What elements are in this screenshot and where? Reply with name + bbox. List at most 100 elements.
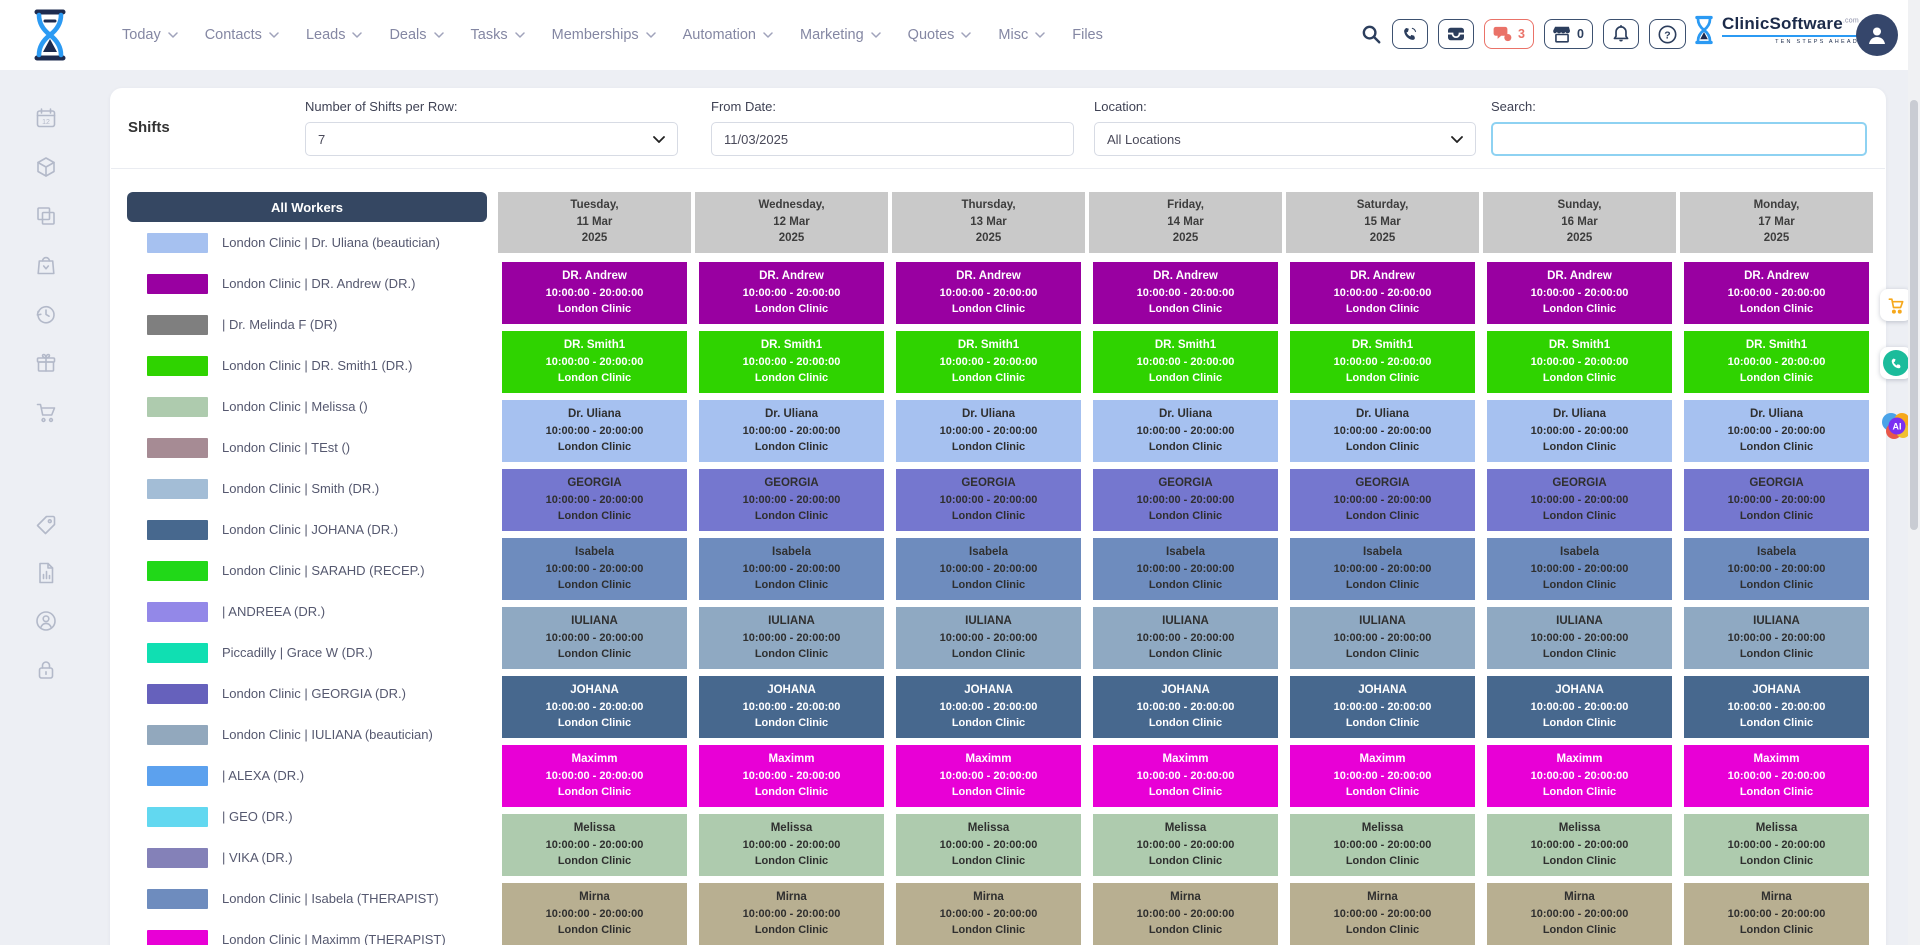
shifts-per-row-select[interactable]: 7 <box>305 122 678 156</box>
shift-cell[interactable]: DR. Smith1 10:00:00 - 20:00:00 London Clin… <box>502 331 687 393</box>
copy-icon[interactable] <box>34 204 58 228</box>
worker-list-item[interactable]: | VIKA (DR.) <box>127 837 507 878</box>
floating-cart-button[interactable] <box>1880 289 1912 321</box>
shift-cell[interactable]: GEORGIA 10:00:00 - 20:00:00 London Clinic <box>1487 469 1672 531</box>
shift-cell[interactable]: Dr. Uliana 10:00:00 - 20:00:00 London Clin… <box>896 400 1081 462</box>
shift-cell[interactable]: DR. Andrew 10:00:00 - 20:00:00 London Clin… <box>1684 262 1869 324</box>
shift-cell[interactable]: GEORGIA 10:00:00 - 20:00:00 London Clinic <box>1684 469 1869 531</box>
bell-button[interactable] <box>1602 19 1639 49</box>
worker-list-item[interactable]: | Dr. Melinda F (DR) <box>127 304 507 345</box>
shift-cell[interactable]: DR. Andrew 10:00:00 - 20:00:00 London Clin… <box>699 262 884 324</box>
shift-cell[interactable]: IULIANA 10:00:00 - 20:00:00 London Clinic <box>1290 607 1475 669</box>
shift-cell[interactable]: Maximm 10:00:00 - 20:00:00 London Clinic <box>1290 745 1475 807</box>
report-icon[interactable] <box>34 561 58 585</box>
worker-list-item[interactable]: | GEO (DR.) <box>127 796 507 837</box>
shift-cell[interactable]: Mirna 10:00:00 - 20:00:00 London Clinic <box>1093 883 1278 945</box>
shift-cell[interactable]: DR. Smith1 10:00:00 - 20:00:00 London Clin… <box>1093 331 1278 393</box>
shift-cell[interactable]: Melissa 10:00:00 - 20:00:00 London Clinic <box>1290 814 1475 876</box>
shift-cell[interactable]: DR. Andrew 10:00:00 - 20:00:00 London Clin… <box>1487 262 1672 324</box>
shift-cell[interactable]: Maximm 10:00:00 - 20:00:00 London Clinic <box>1093 745 1278 807</box>
shift-cell[interactable]: GEORGIA 10:00:00 - 20:00:00 London Clinic <box>699 469 884 531</box>
price-tag-icon[interactable] <box>34 513 58 537</box>
store-button[interactable]: 0 <box>1543 19 1593 49</box>
nav-item-contacts[interactable]: Contacts <box>205 27 279 43</box>
shift-cell[interactable]: Maximm 10:00:00 - 20:00:00 London Clinic <box>1684 745 1869 807</box>
shopping-bag-icon[interactable] <box>34 253 58 277</box>
package-icon[interactable] <box>34 155 58 179</box>
app-hourglass-logo-icon[interactable] <box>28 8 72 62</box>
shift-cell[interactable]: Isabela 10:00:00 - 20:00:00 London Clinic <box>1290 538 1475 600</box>
user-circle-icon[interactable] <box>34 609 58 633</box>
worker-list-item[interactable]: London Clinic | DR. Smith1 (DR.) <box>127 345 507 386</box>
shift-cell[interactable]: JOHANA 10:00:00 - 20:00:00 London Clinic <box>1487 676 1672 738</box>
shift-cell[interactable]: DR. Smith1 10:00:00 - 20:00:00 London Clin… <box>1290 331 1475 393</box>
shift-cell[interactable]: Dr. Uliana 10:00:00 - 20:00:00 London Clin… <box>1093 400 1278 462</box>
floating-phone-button[interactable] <box>1880 347 1912 379</box>
worker-list-item[interactable]: | ALEXA (DR.) <box>127 755 507 796</box>
worker-list-item[interactable]: London Clinic | Smith (DR.) <box>127 468 507 509</box>
worker-list-item[interactable]: | ANDREEA (DR.) <box>127 591 507 632</box>
shift-cell[interactable]: DR. Smith1 10:00:00 - 20:00:00 London Clin… <box>699 331 884 393</box>
shift-cell[interactable]: JOHANA 10:00:00 - 20:00:00 London Clinic <box>896 676 1081 738</box>
search-icon[interactable] <box>1360 23 1382 50</box>
nav-item-quotes[interactable]: Quotes <box>908 27 972 43</box>
shift-cell[interactable]: JOHANA 10:00:00 - 20:00:00 London Clinic <box>699 676 884 738</box>
calendar-date-icon[interactable]: 12 <box>34 106 58 130</box>
shift-cell[interactable]: Maximm 10:00:00 - 20:00:00 London Clinic <box>699 745 884 807</box>
phone-button[interactable] <box>1392 19 1428 49</box>
search-input[interactable] <box>1491 122 1867 156</box>
shift-cell[interactable]: JOHANA 10:00:00 - 20:00:00 London Clinic <box>1684 676 1869 738</box>
location-select[interactable]: All Locations <box>1094 122 1476 156</box>
worker-list-item[interactable]: London Clinic | DR. Andrew (DR.) <box>127 263 507 304</box>
from-date-input[interactable] <box>711 122 1074 156</box>
nav-item-automation[interactable]: Automation <box>683 27 773 43</box>
shift-cell[interactable]: IULIANA 10:00:00 - 20:00:00 London Clinic <box>502 607 687 669</box>
shift-cell[interactable]: Mirna 10:00:00 - 20:00:00 London Clinic <box>502 883 687 945</box>
nav-item-memberships[interactable]: Memberships <box>552 27 656 43</box>
shift-cell[interactable]: Maximm 10:00:00 - 20:00:00 London Clinic <box>896 745 1081 807</box>
shift-cell[interactable]: DR. Smith1 10:00:00 - 20:00:00 London Clin… <box>1684 331 1869 393</box>
shift-cell[interactable]: DR. Andrew 10:00:00 - 20:00:00 London Clin… <box>1290 262 1475 324</box>
shift-cell[interactable]: DR. Andrew 10:00:00 - 20:00:00 London Clin… <box>502 262 687 324</box>
worker-list-item[interactable]: London Clinic | Maximm (THERAPIST) <box>127 919 507 945</box>
worker-list-item[interactable]: London Clinic | Isabela (THERAPIST) <box>127 878 507 919</box>
shift-cell[interactable]: DR. Andrew 10:00:00 - 20:00:00 London Clin… <box>896 262 1081 324</box>
help-button[interactable]: ? <box>1648 19 1686 49</box>
history-icon[interactable] <box>34 302 58 326</box>
worker-list-item[interactable]: London Clinic | Dr. Uliana (beautician) <box>127 222 507 263</box>
shift-cell[interactable]: Melissa 10:00:00 - 20:00:00 London Clinic <box>1684 814 1869 876</box>
shift-cell[interactable]: Dr. Uliana 10:00:00 - 20:00:00 London Clin… <box>1290 400 1475 462</box>
shift-cell[interactable]: Melissa 10:00:00 - 20:00:00 London Clinic <box>502 814 687 876</box>
shift-cell[interactable]: JOHANA 10:00:00 - 20:00:00 London Clinic <box>1093 676 1278 738</box>
nav-item-leads[interactable]: Leads <box>306 27 363 43</box>
shift-cell[interactable]: JOHANA 10:00:00 - 20:00:00 London Clinic <box>502 676 687 738</box>
nav-item-deals[interactable]: Deals <box>389 27 444 43</box>
shift-cell[interactable]: Isabela 10:00:00 - 20:00:00 London Clinic <box>1093 538 1278 600</box>
shift-cell[interactable]: IULIANA 10:00:00 - 20:00:00 London Clinic <box>1093 607 1278 669</box>
shift-cell[interactable]: Isabela 10:00:00 - 20:00:00 London Clinic <box>699 538 884 600</box>
shift-cell[interactable]: Mirna 10:00:00 - 20:00:00 London Clinic <box>1487 883 1672 945</box>
shift-cell[interactable]: GEORGIA 10:00:00 - 20:00:00 London Clinic <box>502 469 687 531</box>
worker-list-item[interactable]: Piccadilly | Grace W (DR.) <box>127 632 507 673</box>
scrollbar-thumb[interactable] <box>1910 100 1918 530</box>
shift-cell[interactable]: Mirna 10:00:00 - 20:00:00 London Clinic <box>699 883 884 945</box>
shift-cell[interactable]: DR. Smith1 10:00:00 - 20:00:00 London Clin… <box>896 331 1081 393</box>
all-workers-header[interactable]: All Workers <box>127 192 487 222</box>
shift-cell[interactable]: GEORGIA 10:00:00 - 20:00:00 London Clinic <box>896 469 1081 531</box>
shift-cell[interactable]: Mirna 10:00:00 - 20:00:00 London Clinic <box>1684 883 1869 945</box>
worker-list-item[interactable]: London Clinic | Melissa () <box>127 386 507 427</box>
shift-cell[interactable]: Isabela 10:00:00 - 20:00:00 London Clinic <box>1684 538 1869 600</box>
nav-item-marketing[interactable]: Marketing <box>800 27 881 43</box>
shift-cell[interactable]: IULIANA 10:00:00 - 20:00:00 London Clinic <box>1684 607 1869 669</box>
worker-list-item[interactable]: London Clinic | TEst () <box>127 427 507 468</box>
shift-cell[interactable]: Melissa 10:00:00 - 20:00:00 London Clinic <box>1093 814 1278 876</box>
shift-cell[interactable]: IULIANA 10:00:00 - 20:00:00 London Clinic <box>896 607 1081 669</box>
shift-cell[interactable]: JOHANA 10:00:00 - 20:00:00 London Clinic <box>1290 676 1475 738</box>
worker-list-item[interactable]: London Clinic | JOHANA (DR.) <box>127 509 507 550</box>
shift-cell[interactable]: Isabela 10:00:00 - 20:00:00 London Clinic <box>896 538 1081 600</box>
shift-cell[interactable]: DR. Andrew 10:00:00 - 20:00:00 London Clin… <box>1093 262 1278 324</box>
shift-cell[interactable]: IULIANA 10:00:00 - 20:00:00 London Clinic <box>699 607 884 669</box>
lock-icon[interactable] <box>34 658 58 682</box>
shift-cell[interactable]: Dr. Uliana 10:00:00 - 20:00:00 London Clin… <box>1684 400 1869 462</box>
shift-cell[interactable]: Isabela 10:00:00 - 20:00:00 London Clinic <box>502 538 687 600</box>
